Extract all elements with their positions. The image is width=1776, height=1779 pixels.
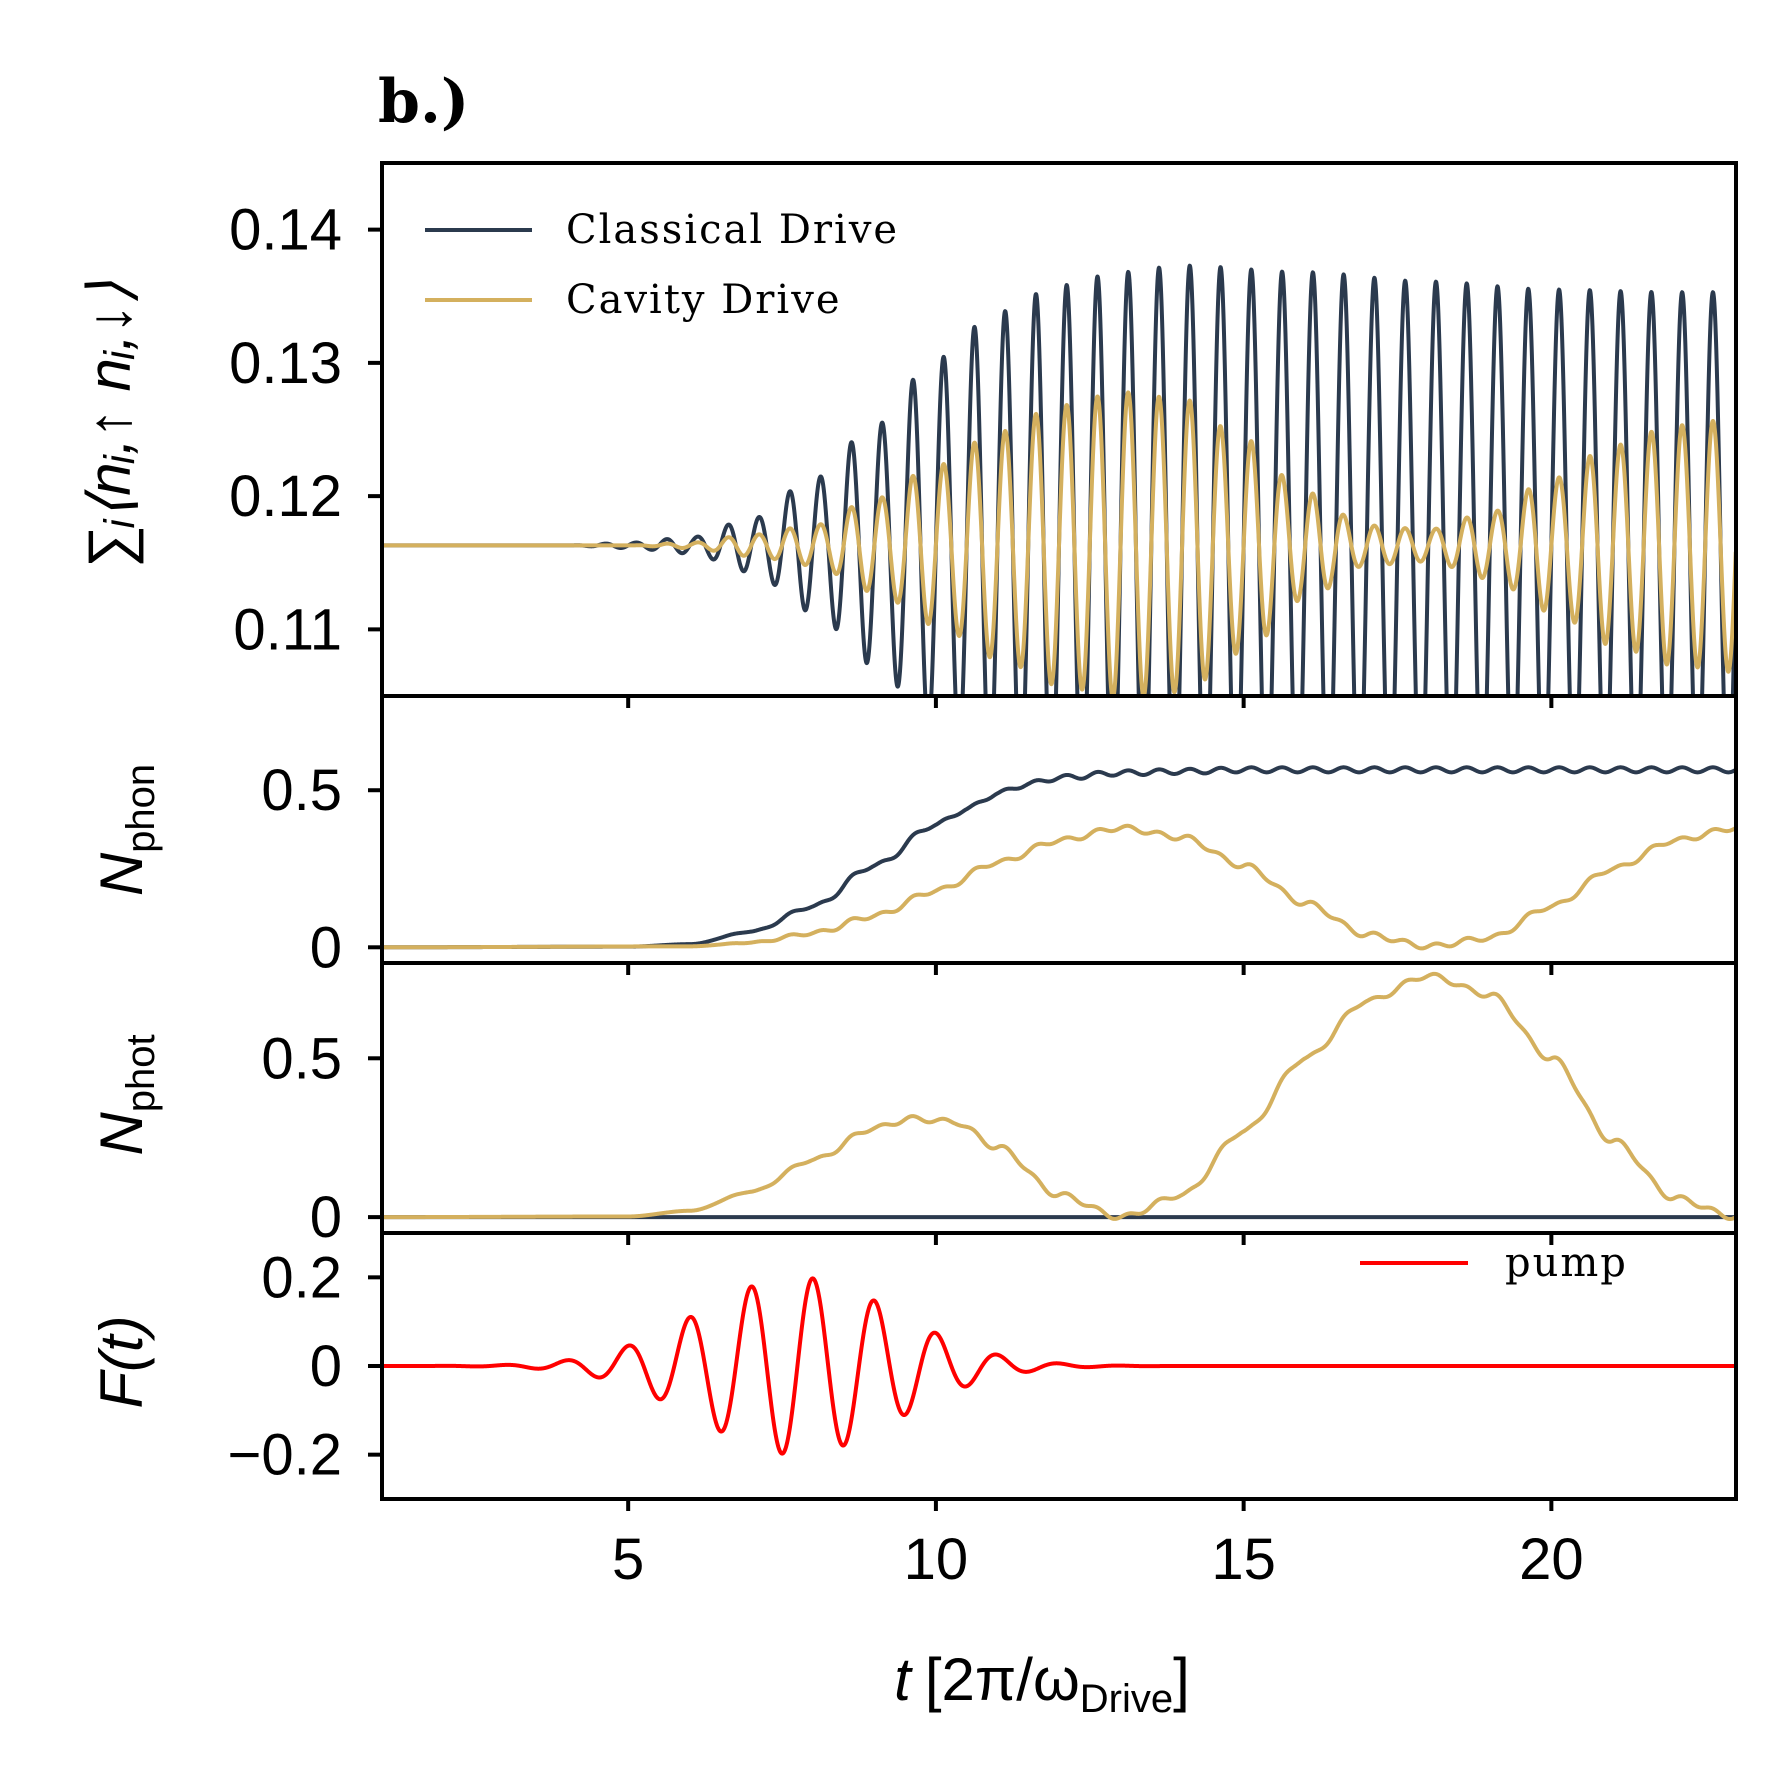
y-label-photon-var: N bbox=[88, 1112, 155, 1156]
pump-series bbox=[382, 1276, 1736, 1456]
photon-number-ytick-label: 0 bbox=[310, 1185, 342, 1250]
phonon-number-series bbox=[382, 765, 1736, 951]
x-label-sub: Drive bbox=[1080, 1677, 1173, 1721]
photon-number-frame bbox=[380, 961, 1738, 1235]
double-occupancy-ytick-label: 0.14 bbox=[229, 198, 342, 263]
y-label-phonon: Nphon bbox=[88, 764, 163, 896]
photon-number-line-cavity-drive bbox=[382, 971, 1736, 1221]
y-label-photon-sub: phot bbox=[119, 1034, 163, 1112]
x-label-var: t bbox=[894, 1646, 913, 1713]
x-tick-label: 20 bbox=[1519, 1527, 1584, 1592]
x-tick-label: 15 bbox=[1211, 1527, 1276, 1592]
phonon-number-panel: 00.5 bbox=[261, 694, 1738, 980]
panel-letter: b.) bbox=[378, 67, 469, 137]
x-label-open: [2π/ω bbox=[925, 1646, 1080, 1713]
y-label-phonon-sub: phon bbox=[119, 764, 163, 853]
double-occupancy-line-cavity-drive bbox=[382, 390, 1736, 696]
photon-number-panel: 00.5 bbox=[261, 961, 1738, 1250]
y-label-pump-text: F(t) bbox=[88, 1315, 155, 1408]
legend-label-cavity-drive: Cavity Drive bbox=[566, 277, 841, 323]
phonon-number-ytick-label: 0.5 bbox=[261, 758, 342, 823]
phonon-number-line-classical-drive bbox=[382, 765, 1736, 950]
x-axis-label: t [2π/ωDrive] bbox=[894, 1646, 1190, 1721]
pump-panel: −0.2 0 0.2 5 10 15 20 pump bbox=[228, 1231, 1738, 1592]
pump-line-pump bbox=[382, 1276, 1736, 1456]
photon-number-series bbox=[382, 971, 1736, 1221]
pump-ytick-label: 0.2 bbox=[261, 1245, 342, 1310]
x-tick-label: 5 bbox=[612, 1527, 644, 1592]
pump-ytick-label: −0.2 bbox=[228, 1423, 343, 1488]
svg-text:Nphon: Nphon bbox=[88, 764, 163, 896]
phonon-number-ytick-label: 0 bbox=[310, 915, 342, 980]
photon-number-ytick-label: 0.5 bbox=[261, 1026, 342, 1091]
y-label-pump: F(t) bbox=[88, 1315, 155, 1408]
pump-ytick-label: 0 bbox=[310, 1334, 342, 1399]
double-occupancy-ytick-label: 0.13 bbox=[229, 331, 342, 396]
y-label-phonon-var: N bbox=[88, 852, 155, 896]
double-occupancy-series bbox=[382, 263, 1736, 696]
double-occupancy-ytick-label: 0.12 bbox=[229, 464, 342, 529]
x-tick-label: 10 bbox=[904, 1527, 969, 1592]
svg-text:∑ᵢ⟨nᵢ,↑ nᵢ,↓⟩: ∑ᵢ⟨nᵢ,↑ nᵢ,↓⟩ bbox=[76, 281, 144, 570]
legend-label-classical-drive: Classical Drive bbox=[566, 207, 899, 253]
legend-label-pump: pump bbox=[1505, 1240, 1628, 1286]
y-label-photon: Nphot bbox=[88, 1034, 163, 1155]
double-occupancy-ytick-label: 0.11 bbox=[233, 597, 342, 662]
double-occupancy-panel: 0.11 0.12 0.13 0.14 Classical Drive Cavity Dr… bbox=[229, 161, 1738, 708]
x-label-close: ] bbox=[1173, 1646, 1190, 1713]
svg-text:Nphot: Nphot bbox=[88, 1034, 163, 1155]
phonon-number-frame bbox=[380, 694, 1738, 965]
phonon-number-line-cavity-drive bbox=[382, 823, 1736, 951]
y-label-double-occupancy-text: ∑ᵢ⟨nᵢ,↑ nᵢ,↓⟩ bbox=[76, 281, 144, 570]
y-label-double-occupancy: ∑ᵢ⟨nᵢ,↑ nᵢ,↓⟩ bbox=[76, 281, 144, 570]
